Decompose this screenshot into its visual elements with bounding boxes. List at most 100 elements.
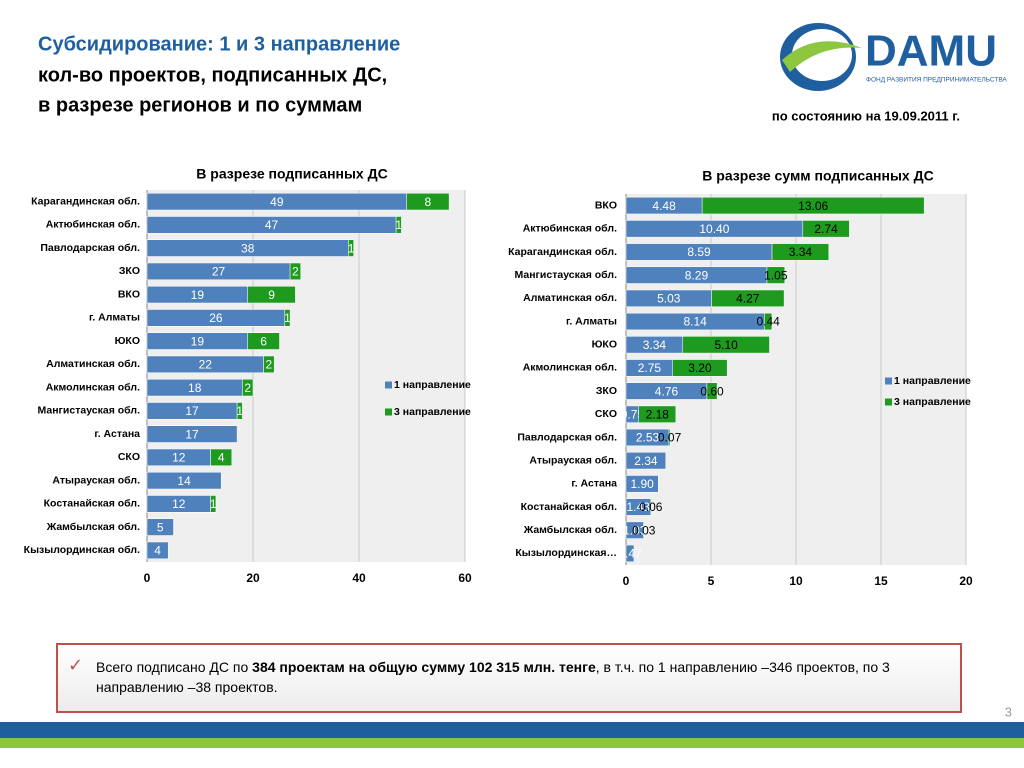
value-label: 3.20 xyxy=(688,361,712,375)
legend-swatch xyxy=(885,398,892,406)
x-tick-label: 20 xyxy=(246,571,260,585)
value-label: 4.76 xyxy=(655,384,679,398)
category-label: г. Алматы xyxy=(89,312,140,324)
bar-segment xyxy=(236,402,243,420)
bar-segment xyxy=(625,544,635,563)
category-label: Атырауская обл. xyxy=(529,454,617,466)
value-label: 4.48 xyxy=(652,199,676,213)
value-label: 0.03 xyxy=(632,523,656,537)
bar-segment xyxy=(625,452,667,470)
bar-segment xyxy=(682,336,770,354)
chart-title: В разрезе подписанных ДС xyxy=(196,166,387,182)
category-label: г. Алматы xyxy=(566,315,617,327)
value-label: 0.75 xyxy=(621,407,645,421)
value-label: 4 xyxy=(154,544,161,558)
title-line: Субсидирование: 1 и 3 направление xyxy=(38,33,400,55)
value-label: 1.03 xyxy=(623,523,647,537)
x-tick-label: 10 xyxy=(789,574,803,588)
bar-segment xyxy=(146,425,238,443)
bar-segment xyxy=(395,216,402,234)
value-label: 2 xyxy=(266,358,273,372)
value-label: 12 xyxy=(172,451,186,465)
bar-segment xyxy=(766,266,786,284)
category-label: Мангистауская обл. xyxy=(515,269,618,281)
x-tick-label: 15 xyxy=(874,574,888,588)
category-label: Актюбинская обл. xyxy=(523,223,617,235)
summary-box: ✓ Всего подписано ДС по 384 проектам на … xyxy=(56,643,962,713)
footer-stripe xyxy=(0,738,1024,748)
value-label: 1 xyxy=(348,241,355,255)
category-label: г. Астана xyxy=(571,478,617,490)
bar-segment xyxy=(668,428,671,447)
category-label: Карагандинская обл. xyxy=(31,195,140,207)
bar-segment xyxy=(289,262,301,280)
bar-segment xyxy=(711,289,785,307)
category-label: Акмолинская обл. xyxy=(523,362,617,374)
bar-segment xyxy=(263,355,275,373)
value-label: 49 xyxy=(270,195,284,209)
legend-label: 1 направление xyxy=(394,379,471,391)
bar-segment xyxy=(247,286,296,304)
date-note: по состоянию на 19.09.2011 г. xyxy=(772,108,960,123)
bar-segment xyxy=(146,518,174,536)
value-label: 5.10 xyxy=(714,338,738,352)
value-label: 8.59 xyxy=(687,245,711,259)
value-label: 6 xyxy=(260,334,267,348)
legend-swatch xyxy=(885,377,892,385)
logo: DAMU ФОНД РАЗВИТИЯ ПРЕДПРИНИМАТЕЛЬСТВА xyxy=(780,23,1007,91)
x-tick-label: 40 xyxy=(352,571,366,585)
value-label: 2.74 xyxy=(814,222,838,236)
legend-label: 1 направление xyxy=(894,375,971,387)
value-label: 19 xyxy=(191,288,205,302)
value-label: 0.07 xyxy=(658,431,682,445)
bar-segment xyxy=(348,239,354,257)
category-label: Акмолинская обл. xyxy=(46,381,140,393)
bar-segment xyxy=(210,495,217,513)
logo-swoosh xyxy=(782,41,862,72)
bar-segment xyxy=(242,379,254,397)
bar-segment xyxy=(146,541,169,559)
value-label: 2.18 xyxy=(646,407,670,421)
bar-segment xyxy=(406,193,450,211)
category-label: Атырауская обл. xyxy=(52,474,140,486)
value-label: 1 xyxy=(395,218,402,232)
logo-text: DAMU xyxy=(865,27,997,76)
value-label: 8.29 xyxy=(685,268,709,282)
value-label: 47 xyxy=(265,218,279,232)
value-label: 22 xyxy=(199,358,213,372)
legend-swatch xyxy=(385,381,392,389)
category-label: Алматинская обл. xyxy=(46,358,140,370)
summary-text: , в т.ч. по 1 направлению –346 проектов,… xyxy=(96,659,890,695)
value-label: 2.53 xyxy=(636,431,660,445)
category-label: ЗКО xyxy=(596,385,617,397)
category-label: Алматинская обл. xyxy=(523,292,617,304)
value-label: 2.34 xyxy=(634,454,658,468)
summary-bold: 384 проектам на общую сумму 102 315 млн.… xyxy=(252,659,596,675)
bar-segment xyxy=(643,521,645,539)
legend-label: 3 направление xyxy=(394,406,471,418)
bar-segment xyxy=(764,312,773,331)
value-label: 8 xyxy=(425,195,432,209)
category-label: Павлодарская обл. xyxy=(517,431,617,443)
value-label: 2.75 xyxy=(638,361,662,375)
category-label: г. Астана xyxy=(94,428,140,440)
category-label: Кызылординская… xyxy=(515,547,617,559)
value-label: 26 xyxy=(209,311,223,325)
value-label: 18 xyxy=(188,381,202,395)
title-line: кол-во проектов, подписанных ДС, xyxy=(38,64,387,86)
value-label: 5.03 xyxy=(657,292,681,306)
value-label: 14 xyxy=(177,474,191,488)
category-label: Павлодарская обл. xyxy=(40,242,140,254)
value-label: 2 xyxy=(292,265,299,279)
category-label: Жамбылская обл. xyxy=(46,521,140,533)
value-label: 10.40 xyxy=(699,222,729,236)
value-label: 2 xyxy=(244,381,251,395)
value-label: 1 xyxy=(210,497,217,511)
value-label: 4 xyxy=(218,451,225,465)
chart-title: В разрезе сумм подписанных ДС xyxy=(702,168,933,184)
category-label: ЮКО xyxy=(592,339,617,351)
category-label: ЗКО xyxy=(119,265,140,277)
legend-label: 3 направление xyxy=(894,396,971,408)
